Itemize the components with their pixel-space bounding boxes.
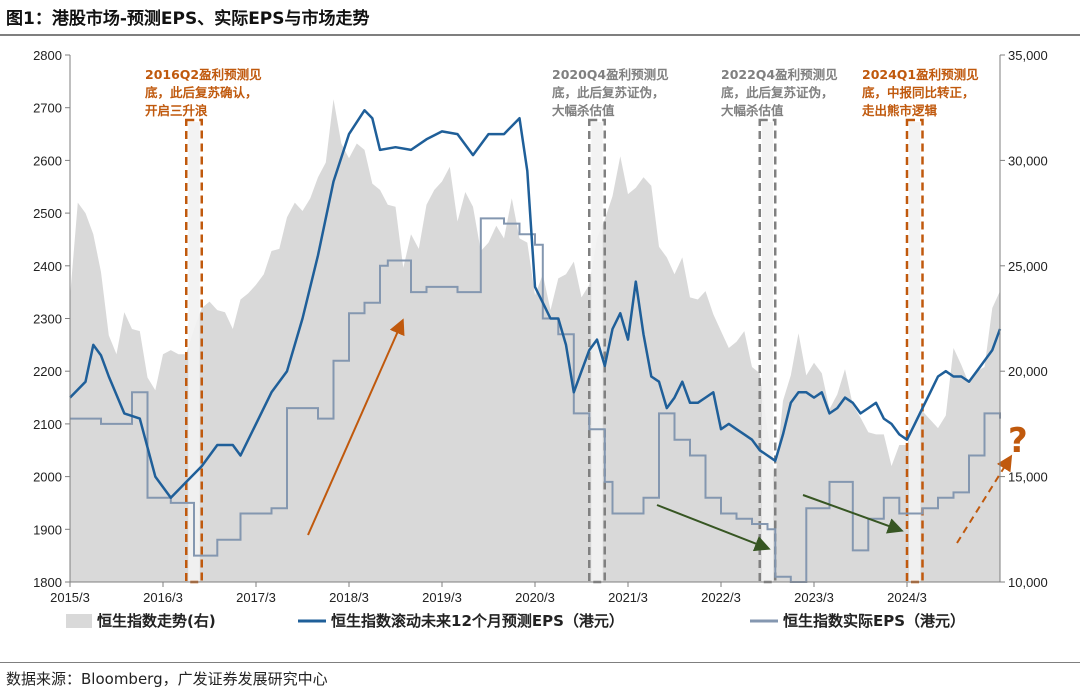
right-tick-label: 35,000 <box>1008 48 1048 63</box>
eps-chart: ? 1800 1900 2000 2100 2200 2300 2400 2500 2600 27… <box>33 48 1048 630</box>
x-tick-label: 2022/3 <box>701 590 741 605</box>
data-source: 数据来源：Bloomberg，广发证券发展研究中心 <box>6 670 328 688</box>
left-tick-label: 2600 <box>33 153 62 168</box>
actual-eps-line <box>70 217 1001 583</box>
expected-uptrend-arrow <box>956 454 1013 544</box>
right-tick-label: 10,000 <box>1008 575 1048 590</box>
right-tick-label: 15,000 <box>1008 470 1048 485</box>
title-divider <box>0 34 1080 36</box>
legend-label-forecast: 恒生指数滚动未来12个月预测EPS（港元） <box>331 612 624 630</box>
forecast-eps-line <box>69 109 1002 499</box>
x-tick-label: 2019/3 <box>422 590 462 605</box>
left-tick-label: 2500 <box>33 206 62 221</box>
eps-lines-layer <box>69 109 1002 583</box>
annotation-line: 底，中报同比转正， <box>862 85 975 100</box>
x-tick-label: 2021/3 <box>608 590 648 605</box>
legend-label-hsi: 恒生指数走势(右) <box>97 612 216 630</box>
right-tick-label: 20,000 <box>1008 364 1048 379</box>
annotation-line: 底，此后复苏证伪， <box>721 85 834 100</box>
left-tick-label: 2800 <box>33 48 62 63</box>
left-tick-label: 2200 <box>33 364 62 379</box>
annotation-q2016: 2016Q2盈利预测见底，此后复苏确认， 开启三升浪 <box>145 67 262 118</box>
downtrend-arrow-2023 <box>802 494 904 534</box>
x-tick-label: 2016/3 <box>143 590 183 605</box>
legend-swatch-hsi <box>66 614 92 628</box>
trough-fill-q2020 <box>591 122 603 582</box>
question-mark: ? <box>1008 421 1028 461</box>
trough-fill-q2024 <box>909 122 921 582</box>
trough-fill-q2016 <box>188 122 200 582</box>
annotation-line: 2024Q1盈利预测见 <box>862 67 979 82</box>
axes-layer: 1800 1900 2000 2100 2200 2300 2400 2500 2600 2700… <box>33 48 1048 605</box>
page-title: 图1：港股市场-预测EPS、实际EPS与市场走势 <box>6 9 370 29</box>
trough-fill-q2022 <box>761 122 774 582</box>
annotation-line: 2022Q4盈利预测见 <box>721 67 838 82</box>
annotation-line: 2016Q2盈利预测见 <box>145 67 262 82</box>
left-tick-label: 2100 <box>33 417 62 432</box>
left-tick-label: 2000 <box>33 470 62 485</box>
annotation-line: 大幅杀估值 <box>721 103 784 118</box>
hsi-area-layer <box>70 99 1000 583</box>
annotation-line: 大幅杀估值 <box>552 103 615 118</box>
left-tick-label: 2700 <box>33 101 62 116</box>
legend-label-actual: 恒生指数实际EPS（港元） <box>783 612 965 630</box>
right-tick-label: 30,000 <box>1008 153 1048 168</box>
left-tick-label: 2300 <box>33 312 62 327</box>
annotation-line: 底，此后复苏证伪， <box>552 85 665 100</box>
annotation-q2024: 2024Q1盈利预测见底，中报同比转正， 走出熊市逻辑 <box>862 67 979 118</box>
uptrend-arrow-2016 <box>307 318 405 536</box>
hsi-index-area <box>70 99 1000 583</box>
annotations-layer: 2016Q2盈利预测见底，此后复苏确认，开启三升浪2020Q4盈利预测见底，此后… <box>145 67 979 118</box>
annotation-q2022: 2022Q4盈利预测见底，此后复苏证伪， 大幅杀估值 <box>721 67 838 118</box>
x-tick-label: 2017/3 <box>236 590 276 605</box>
annotation-line: 开启三升浪 <box>145 103 208 118</box>
left-tick-label: 1800 <box>33 575 62 590</box>
left-tick-label: 2400 <box>33 259 62 274</box>
x-tick-label: 2020/3 <box>515 590 555 605</box>
x-tick-label: 2015/3 <box>50 590 90 605</box>
annotation-line: 走出熊市逻辑 <box>862 103 938 118</box>
footer-divider <box>0 662 1080 663</box>
x-tick-label: 2023/3 <box>794 590 834 605</box>
legend: 恒生指数走势(右) 恒生指数滚动未来12个月预测EPS（港元） 恒生指数实际EPS（… <box>66 612 965 630</box>
annotation-q2020: 2020Q4盈利预测见底，此后复苏证伪， 大幅杀估值 <box>552 67 669 118</box>
x-tick-label: 2024/3 <box>887 590 927 605</box>
annotation-line: 2020Q4盈利预测见 <box>552 67 669 82</box>
x-tick-label: 2018/3 <box>329 590 369 605</box>
downtrend-arrow-2021 <box>656 504 771 552</box>
annotation-line: 底，此后复苏确认， <box>145 85 258 100</box>
left-tick-label: 1900 <box>33 522 62 537</box>
trend-arrows-layer: ? <box>307 318 1028 552</box>
right-tick-label: 25,000 <box>1008 259 1048 274</box>
